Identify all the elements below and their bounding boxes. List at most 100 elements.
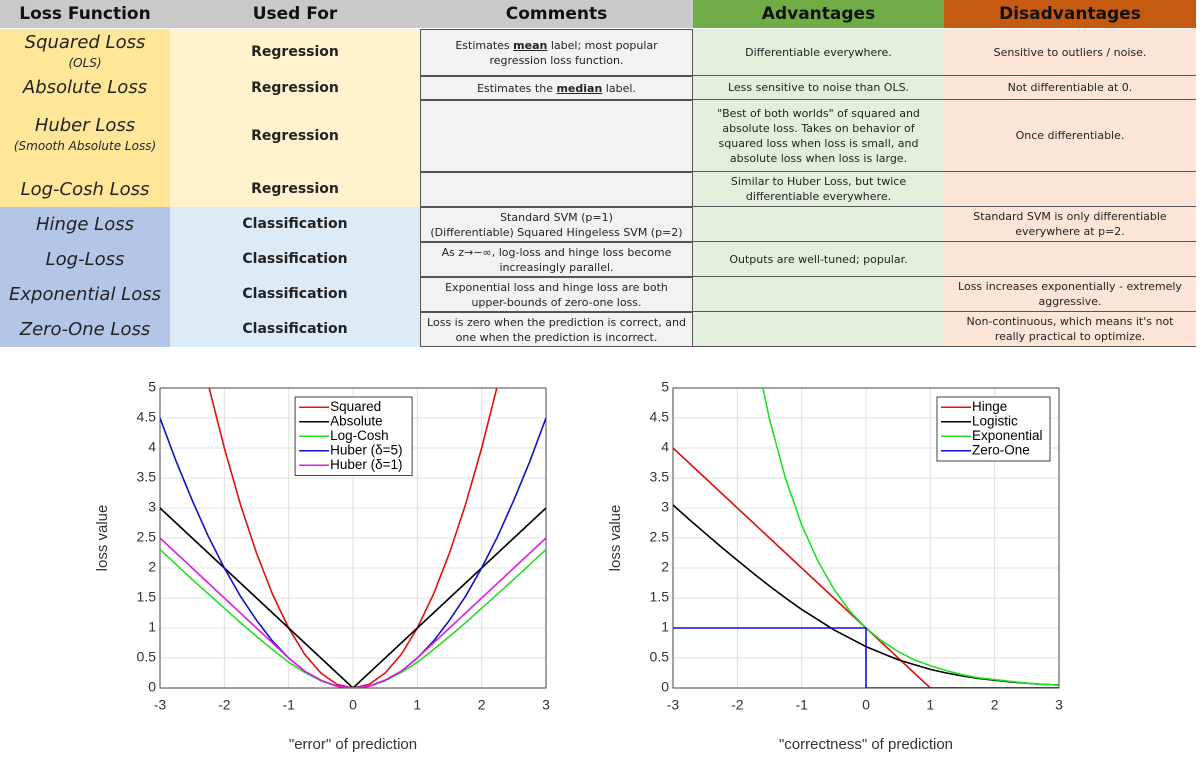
used-for-cell: Regression bbox=[170, 76, 420, 100]
comments: Loss is zero when the prediction is corr… bbox=[427, 315, 686, 344]
used-for: Classification bbox=[242, 286, 348, 302]
y-tick-label: 3 bbox=[661, 499, 669, 515]
disadvantages: Loss increases exponentially - extremely… bbox=[958, 280, 1182, 308]
comments: Exponential loss and hinge loss are both… bbox=[445, 280, 668, 309]
y-tick-label: 4.5 bbox=[650, 409, 670, 425]
name-cell: Huber Loss (Smooth Absolute Loss) bbox=[0, 100, 170, 172]
x-tick-label: 1 bbox=[413, 697, 421, 713]
y-tick-label: 3.5 bbox=[137, 469, 157, 485]
name: Absolute Loss bbox=[22, 77, 148, 98]
comments-cell: Standard SVM (p=1) (Differentiable) Squa… bbox=[420, 207, 693, 242]
used-for-cell: Classification bbox=[170, 207, 420, 242]
column-header: Used For bbox=[170, 0, 420, 28]
advantages-cell bbox=[693, 207, 944, 242]
disadvantages-cell: Sensitive to outliers / noise. bbox=[944, 29, 1196, 76]
x-axis-label: "correctness" of prediction bbox=[779, 736, 953, 753]
y-axis-label: loss value bbox=[607, 505, 624, 572]
x-tick-label: 0 bbox=[862, 697, 870, 713]
used-for-cell: Regression bbox=[170, 29, 420, 76]
column-header: Comments bbox=[420, 0, 693, 28]
name: Log-Loss bbox=[45, 248, 125, 270]
y-axis-label: loss value bbox=[94, 505, 111, 572]
name-cell: Absolute Loss bbox=[0, 76, 170, 100]
used-for-cell: Regression bbox=[170, 172, 420, 207]
advantages-cell: Less sensitive to noise than OLS. bbox=[693, 76, 944, 100]
legend-label: Logistic bbox=[972, 413, 1018, 428]
used-for-cell: Regression bbox=[170, 100, 420, 172]
name-cell: Log-Loss bbox=[0, 242, 170, 277]
advantages-cell: "Best of both worlds" of squared and abs… bbox=[693, 100, 944, 172]
y-tick-label: 2 bbox=[661, 559, 669, 575]
disadvantages-cell bbox=[944, 172, 1196, 207]
disadvantages: Once differentiable. bbox=[1015, 129, 1125, 142]
disadvantages: Standard SVM is only differentiable ever… bbox=[973, 210, 1167, 238]
disadvantages: Non-continuous, which means it's not rea… bbox=[966, 315, 1174, 343]
x-tick-label: -3 bbox=[667, 697, 680, 713]
comment-part: label. bbox=[602, 81, 636, 95]
y-tick-label: 1.5 bbox=[650, 589, 670, 605]
name-note: (OLS) bbox=[68, 55, 102, 70]
comments: As z→−∞, log-loss and hinge loss become … bbox=[441, 245, 672, 274]
used-for: Classification bbox=[242, 321, 348, 337]
y-tick-label: 1.5 bbox=[137, 589, 157, 605]
legend-label: Huber (δ=1) bbox=[330, 457, 402, 472]
name: Huber Loss bbox=[34, 115, 136, 136]
legend-label: Log-Cosh bbox=[330, 428, 389, 443]
loss-curve bbox=[673, 627, 1059, 688]
advantages-cell: Differentiable everywhere. bbox=[693, 29, 944, 76]
used-for-cell: Classification bbox=[170, 242, 420, 277]
comment-part: Estimates the bbox=[477, 81, 557, 95]
loss-curve bbox=[160, 537, 546, 688]
loss-table: Loss Function Used For Comments Advantages D… bbox=[0, 0, 1196, 348]
comments-cell bbox=[420, 172, 693, 207]
x-tick-label: 3 bbox=[542, 697, 550, 713]
y-tick-label: 1 bbox=[661, 619, 669, 635]
name: Exponential Loss bbox=[9, 283, 161, 305]
name: Squared Loss bbox=[24, 31, 146, 53]
y-tick-label: 1 bbox=[148, 619, 156, 635]
y-tick-label: 5 bbox=[661, 379, 669, 395]
comments-cell: Estimates the median label. bbox=[420, 76, 693, 100]
used-for: Classification bbox=[242, 251, 348, 267]
y-tick-label: 4.5 bbox=[137, 409, 157, 425]
y-tick-label: 2.5 bbox=[650, 529, 670, 545]
advantages-cell: Similar to Huber Loss, but twice differe… bbox=[693, 172, 944, 207]
disadvantages-cell: Once differentiable. bbox=[944, 100, 1196, 172]
used-for: Regression bbox=[251, 127, 339, 144]
advantages: Similar to Huber Loss, but twice differe… bbox=[730, 175, 907, 203]
y-tick-label: 2 bbox=[148, 559, 156, 575]
x-tick-label: 2 bbox=[991, 697, 999, 713]
comment-part: Estimates bbox=[455, 38, 514, 52]
used-for: Classification bbox=[242, 216, 348, 232]
legend-label: Huber (δ=5) bbox=[330, 442, 402, 457]
y-tick-label: 5 bbox=[148, 379, 156, 395]
legend-label: Hinge bbox=[972, 399, 1007, 414]
disadvantages-cell: Standard SVM is only differentiable ever… bbox=[944, 207, 1196, 242]
used-for-cell: Classification bbox=[170, 312, 420, 347]
disadvantages-cell: Not differentiable at 0. bbox=[944, 76, 1196, 100]
disadvantages: Sensitive to outliers / noise. bbox=[993, 45, 1147, 59]
used-for: Regression bbox=[251, 181, 339, 197]
x-tick-label: -2 bbox=[218, 697, 231, 713]
loss-curve bbox=[208, 388, 498, 688]
column-header: Loss Function bbox=[0, 0, 170, 28]
x-tick-label: 2 bbox=[478, 697, 486, 713]
disadvantages: Not differentiable at 0. bbox=[1007, 81, 1133, 94]
x-tick-label: 0 bbox=[349, 697, 357, 713]
comment-text: Estimates the median label. bbox=[477, 81, 636, 96]
name-note: (Smooth Absolute Loss) bbox=[13, 139, 157, 153]
x-tick-label: -1 bbox=[795, 697, 808, 713]
comments-cell: Exponential loss and hinge loss are both… bbox=[420, 277, 693, 312]
loss-curve bbox=[160, 417, 546, 688]
advantages: Outputs are well-tuned; popular. bbox=[729, 252, 908, 266]
legend-label: Absolute bbox=[330, 413, 383, 428]
name-cell: Log-Cosh Loss bbox=[0, 172, 170, 207]
x-tick-label: 3 bbox=[1055, 697, 1063, 713]
comment-part: mean bbox=[513, 38, 548, 52]
advantages: Less sensitive to noise than OLS. bbox=[727, 81, 910, 94]
x-tick-label: -2 bbox=[731, 697, 744, 713]
legend-label: Zero-One bbox=[972, 442, 1030, 457]
disadvantages-cell: Non-continuous, which means it's not rea… bbox=[944, 312, 1196, 347]
y-tick-label: 0 bbox=[148, 679, 156, 695]
